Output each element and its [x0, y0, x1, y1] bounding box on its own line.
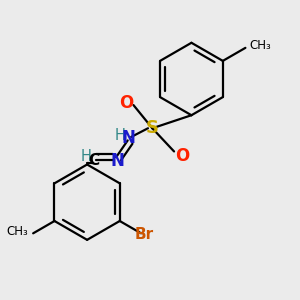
Text: O: O — [175, 147, 189, 165]
Text: C: C — [88, 153, 99, 168]
Text: S: S — [146, 119, 159, 137]
Text: O: O — [119, 94, 134, 112]
Text: N: N — [111, 152, 125, 170]
Text: N: N — [122, 128, 136, 146]
Text: Br: Br — [135, 227, 154, 242]
Text: H: H — [114, 128, 125, 143]
Text: H: H — [80, 149, 91, 164]
Text: CH₃: CH₃ — [6, 225, 28, 239]
Text: CH₃: CH₃ — [249, 39, 271, 52]
